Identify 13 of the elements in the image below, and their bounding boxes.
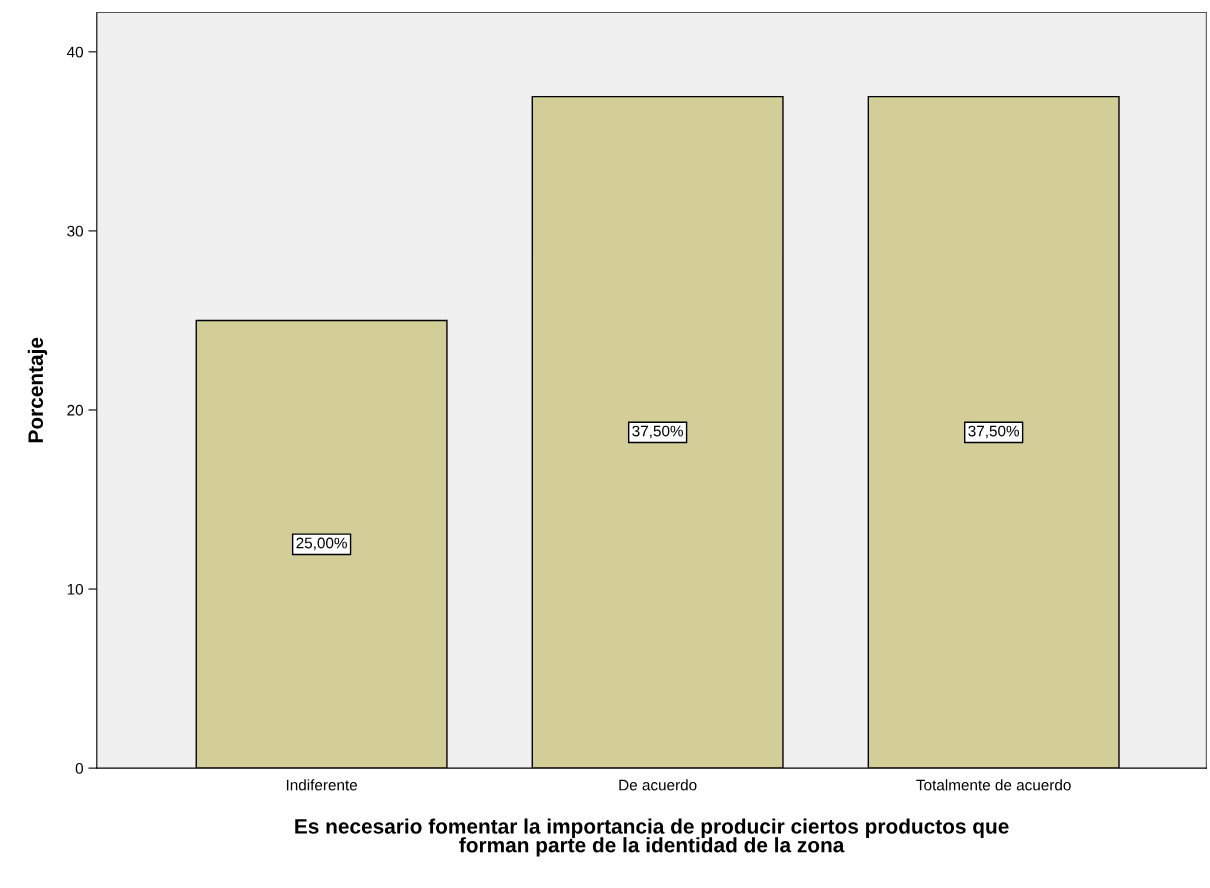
data-label: 37,50% — [632, 425, 683, 439]
data-label: 37,50% — [968, 425, 1020, 439]
y-tick-label: 20 — [67, 404, 84, 416]
y-tick-label: 0 — [75, 762, 84, 774]
y-tick-label: 10 — [67, 583, 84, 595]
y-axis-title: Porcentaje — [27, 337, 48, 443]
x-axis-title: Es necesario fomentar la importancia de producir ciertos productos que forman parte de la identidad de la zona — [295, 818, 1009, 857]
x-tick-label: De acuerdo — [619, 779, 697, 791]
y-tick-label: 40 — [66, 46, 84, 58]
y-tick-label: 30 — [67, 225, 84, 237]
data-label: 25,00% — [296, 537, 347, 551]
x-tick-label: Totalmente de acuerdo — [916, 779, 1071, 791]
x-tick-label: Indiferente — [286, 779, 358, 791]
